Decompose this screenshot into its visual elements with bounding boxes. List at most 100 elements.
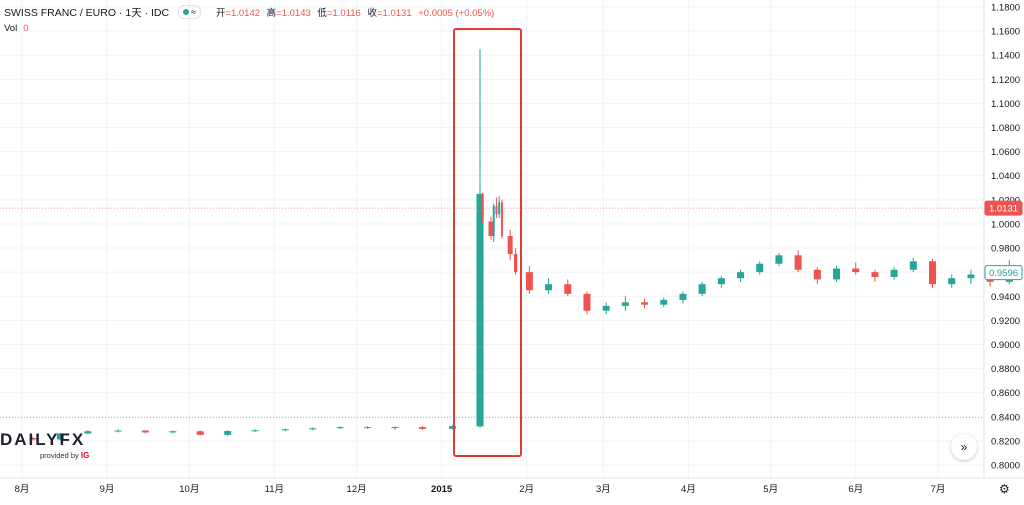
candle-body xyxy=(717,278,725,285)
candle-body xyxy=(660,299,668,305)
candle-body xyxy=(1005,279,1013,282)
x-tick-label: 6月 xyxy=(848,484,863,495)
candle-body xyxy=(890,269,898,277)
y-tick-label: 1.1600 xyxy=(991,27,1020,38)
double-chevron-right-icon: » xyxy=(960,440,968,454)
chart-header: SWISS FRANC / EURO · 1天 · IDC ≈ 开=1.0142… xyxy=(4,5,498,20)
candle-body xyxy=(794,255,802,270)
candle-body xyxy=(500,202,503,236)
scroll-to-realtime-button[interactable]: » xyxy=(951,434,977,460)
candle-body xyxy=(495,205,498,215)
x-tick-label: 3月 xyxy=(596,484,611,495)
y-tick-label: 0.9000 xyxy=(991,340,1020,351)
y-tick-label: 0.8200 xyxy=(991,436,1020,447)
candle-body xyxy=(679,293,687,300)
candle-body xyxy=(114,430,122,432)
x-tick-label: 5月 xyxy=(763,484,778,495)
candle-body xyxy=(141,430,149,433)
candle-body xyxy=(507,236,513,255)
candle-body xyxy=(391,427,399,429)
x-tick-label: 8月 xyxy=(15,484,30,495)
volume-label[interactable]: Vol xyxy=(4,23,18,34)
candle-body xyxy=(418,427,426,429)
candle-body xyxy=(564,284,572,294)
logo-provided-by: provided by IG xyxy=(40,451,89,460)
y-tick-label: 0.9200 xyxy=(991,316,1020,327)
candle-body xyxy=(641,302,649,305)
candle-body xyxy=(251,430,259,432)
close-value: =1.0131 xyxy=(377,8,412,19)
live-dot-icon xyxy=(183,9,190,15)
marker-price-label-box xyxy=(984,265,1023,281)
candle-body xyxy=(488,221,494,236)
candle-body xyxy=(84,431,92,434)
candle-body xyxy=(196,431,204,435)
y-tick-label: 0.8000 xyxy=(991,461,1020,472)
candle-body xyxy=(813,269,821,280)
status-pill[interactable]: ≈ xyxy=(178,5,201,19)
open-value: =1.0142 xyxy=(225,8,261,19)
ohlc-readout: 开=1.0142 高=1.0143 低=1.0116 收=1.0131 +0.0… xyxy=(216,8,498,19)
logo-word-b: FX xyxy=(59,430,86,449)
candle-series xyxy=(29,49,1013,441)
logo-word-a: DAILY xyxy=(0,430,60,449)
y-tick-label: 1.0800 xyxy=(991,123,1020,134)
candle-body xyxy=(481,193,484,222)
x-tick-label: 9月 xyxy=(100,484,115,495)
candle-body xyxy=(498,202,501,215)
x-tick-label: 2015 xyxy=(431,484,453,495)
candle-body xyxy=(737,272,745,279)
dailyfx-logo: DAILYFX provided by IG xyxy=(0,430,100,464)
candle-body xyxy=(449,426,457,429)
volume-value: 0 xyxy=(23,23,29,34)
y-tick-label: 0.8600 xyxy=(991,388,1020,399)
candle-body xyxy=(492,205,495,236)
x-tick-label: 2月 xyxy=(519,484,534,495)
symbol-title[interactable]: SWISS FRANC / EURO · 1天 · IDC xyxy=(4,7,170,19)
close-label: 收 xyxy=(367,8,377,19)
y-tick-label: 0.9800 xyxy=(991,244,1020,255)
candle-body xyxy=(169,431,177,433)
candle-body xyxy=(967,274,975,279)
y-tick-label: 1.0000 xyxy=(991,219,1020,230)
candle-body xyxy=(514,254,518,273)
low-label: 低 xyxy=(317,8,327,19)
candle-body xyxy=(698,284,706,294)
candle-body xyxy=(525,272,533,291)
candle-body xyxy=(336,427,344,429)
candle-body xyxy=(364,427,372,429)
logo-wordmark: DAILYFX xyxy=(0,430,85,450)
settings-gear-icon[interactable]: ⚙ xyxy=(999,482,1010,496)
approx-icon: ≈ xyxy=(191,7,196,17)
candle-body xyxy=(948,278,956,285)
vertical-grid xyxy=(21,0,939,478)
candle-body xyxy=(545,284,553,291)
y-tick-label: 1.0400 xyxy=(991,171,1020,182)
change-value: +0.0005 (+0.05%) xyxy=(418,8,495,19)
highlight-box xyxy=(453,28,522,457)
candle-body xyxy=(583,293,591,311)
candle-body xyxy=(929,261,937,285)
x-tick-label: 12月 xyxy=(347,484,367,495)
low-value: =1.0116 xyxy=(326,8,361,19)
y-tick-label: 1.0600 xyxy=(991,147,1020,158)
highlight-rect xyxy=(453,28,522,457)
candle-body xyxy=(871,272,879,277)
x-tick-label: 11月 xyxy=(265,484,284,495)
volume-readout: Vol 0 xyxy=(4,23,29,34)
y-tick-label: 0.8800 xyxy=(991,364,1020,375)
candle-body xyxy=(281,429,289,431)
ig-logo: IG xyxy=(80,451,90,460)
candle-body xyxy=(29,438,37,440)
y-tick-label: 1.1800 xyxy=(991,3,1020,14)
y-tick-label: 0.8400 xyxy=(991,412,1020,423)
candle-body xyxy=(756,263,764,273)
horizontal-grid xyxy=(0,6,983,466)
candle-body xyxy=(852,268,860,273)
x-tick-label: 4月 xyxy=(681,484,696,495)
y-tick-label: 1.1000 xyxy=(991,99,1020,110)
candle-body xyxy=(309,428,317,430)
marker-price-label: 0.9596 xyxy=(989,268,1018,279)
